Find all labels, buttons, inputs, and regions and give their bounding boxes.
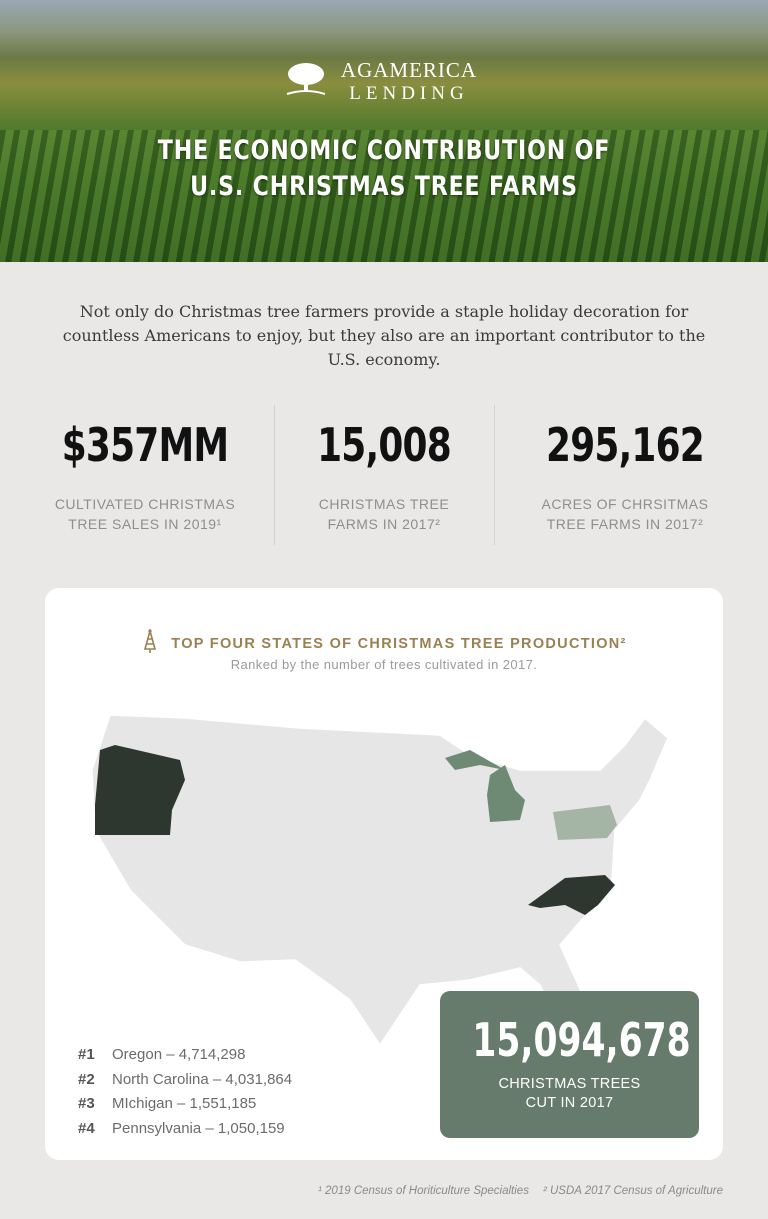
stat-acres: 295,162 ACRES OF CHRSITMAS TREE FARMS IN … [541, 418, 709, 532]
list-item: #1 Oregon – 4,714,298 [78, 1046, 246, 1063]
card-subtitle: Ranked by the number of trees cultivated… [230, 657, 538, 672]
us-map [91, 714, 669, 1047]
tree-logo-icon [286, 63, 326, 95]
list-item: #3 MIchigan – 1,551,185 [78, 1095, 257, 1112]
hero-banner: AGAMERICA LENDING THE ECONOMIC CONTRIBUT… [0, 0, 768, 262]
page-title: THE ECONOMIC CONTRIBUTION OF U.S. CHRIST… [157, 135, 611, 202]
state-pennsylvania [553, 805, 617, 840]
stat-farms: 15,008 CHRISTMAS TREE FARMS IN 2017² [317, 418, 452, 532]
divider [274, 405, 275, 545]
card-title: TOP FOUR STATES OF CHRISTMAS TREE PRODUC… [45, 628, 723, 659]
tree-farm-photo [0, 130, 768, 262]
divider [494, 405, 495, 545]
intro-text: Not only do Christmas tree farmers provi… [62, 302, 706, 369]
list-item: #2 North Carolina – 4,031,864 [78, 1070, 293, 1088]
state-oregon [95, 745, 185, 835]
top-states-card: TOP FOUR STATES OF CHRISTMAS TREE PRODUC… [45, 588, 723, 1160]
total-trees-box: 15,094,678 CHRISTMAS TREES CUT IN 2017 [440, 991, 699, 1138]
stat-sales: $357MM CULTIVATED CHRISTMAS TREE SALES IN… [54, 418, 236, 532]
state-north-carolina [528, 875, 615, 915]
list-item: #4 Pennsylvania – 1,050,159 [78, 1119, 285, 1137]
logo: AGAMERICA LENDING [340, 58, 478, 104]
footnotes: ¹ 2019 Census of Horiticulture Specialti… [318, 1185, 723, 1197]
ranking-list: #1 Oregon – 4,714,298 #2 North Carolina – … [78, 1043, 292, 1141]
christmas-tree-icon [141, 628, 159, 659]
state-michigan-upper [445, 750, 505, 770]
state-michigan-lower [487, 765, 525, 822]
